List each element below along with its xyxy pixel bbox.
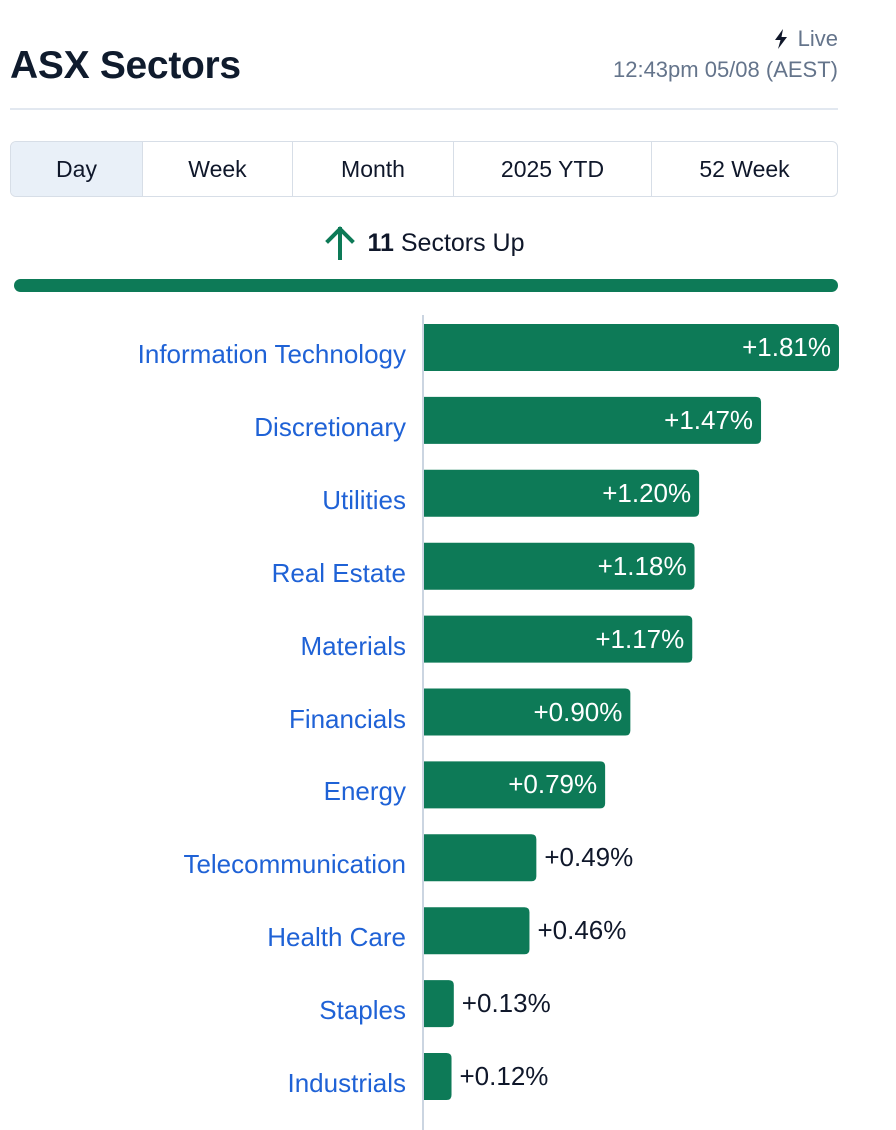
bar-value-label: +0.12% [459, 1061, 549, 1091]
bar-health-care [424, 907, 530, 955]
bar-value-label: +1.47% [664, 404, 754, 435]
sector-label[interactable]: Health Care [267, 922, 406, 953]
bar-value-label: +0.13% [461, 988, 551, 1019]
bar-value-label: +1.17% [595, 623, 685, 654]
sectors-summary: 11 Sectors Up [0, 226, 850, 260]
bar-value-label: +0.79% [508, 769, 598, 800]
bar-industrials [424, 1053, 452, 1100]
sectors-breadth-bar [14, 279, 838, 292]
sector-label[interactable]: Telecommunication [183, 849, 406, 880]
bar-energy [424, 761, 606, 809]
header: ASX Sectors Live 12:43pm 05/08 (AEST) [10, 0, 838, 110]
bar-value-label: +1.81% [742, 332, 831, 362]
sector-bar-chart: Information Technology +1.81% Discretionar… [0, 315, 896, 1130]
sector-label[interactable]: Utilities [322, 484, 406, 515]
bar-telecommunication [424, 834, 537, 882]
bar-real-estate [424, 542, 695, 590]
lightning-icon [774, 29, 787, 49]
tab-month[interactable]: Month [293, 142, 454, 196]
bar-financials [424, 688, 631, 736]
bar-staples [424, 980, 454, 1028]
sector-label[interactable]: Energy [323, 776, 406, 807]
sector-label[interactable]: Information Technology [137, 339, 406, 369]
bar-value-label: +0.46% [537, 915, 627, 946]
page-title: ASX Sectors [10, 44, 241, 87]
bar-information-technology [424, 324, 839, 371]
sector-label[interactable]: Financials [288, 703, 406, 734]
sector-label[interactable]: Materials [300, 630, 406, 661]
bar-value-label: +1.20% [602, 477, 692, 508]
sectors-up-count: 11 [367, 228, 394, 257]
sector-label[interactable]: Discretionary [254, 411, 406, 442]
sector-label[interactable]: Staples [319, 995, 406, 1026]
sector-label[interactable]: Real Estate [271, 557, 406, 588]
tab-2025-ytd[interactable]: 2025 YTD [454, 142, 652, 196]
sectors-up-text: Sectors Up [400, 228, 525, 257]
bar-materials [424, 615, 693, 663]
live-indicator: Live [772, 26, 838, 52]
arrow-up-icon [325, 226, 356, 260]
bar-value-label: +1.18% [597, 550, 687, 581]
period-tabs: Day Week Month 2025 YTD 52 Week [10, 141, 838, 197]
timestamp: 12:43pm 05/08 (AEST) [612, 57, 838, 82]
live-label: Live [797, 26, 838, 51]
tab-day[interactable]: Day [11, 142, 143, 196]
bar-utilities [424, 469, 700, 517]
tab-week[interactable]: Week [143, 142, 293, 196]
chart-svg [422, 315, 839, 1130]
bar-value-label: +0.49% [544, 842, 634, 873]
sector-label[interactable]: Industrials [287, 1068, 407, 1098]
bar-discretionary [424, 396, 762, 444]
bar-value-label: +0.90% [533, 696, 623, 727]
tab-52-week[interactable]: 52 Week [699, 155, 790, 182]
